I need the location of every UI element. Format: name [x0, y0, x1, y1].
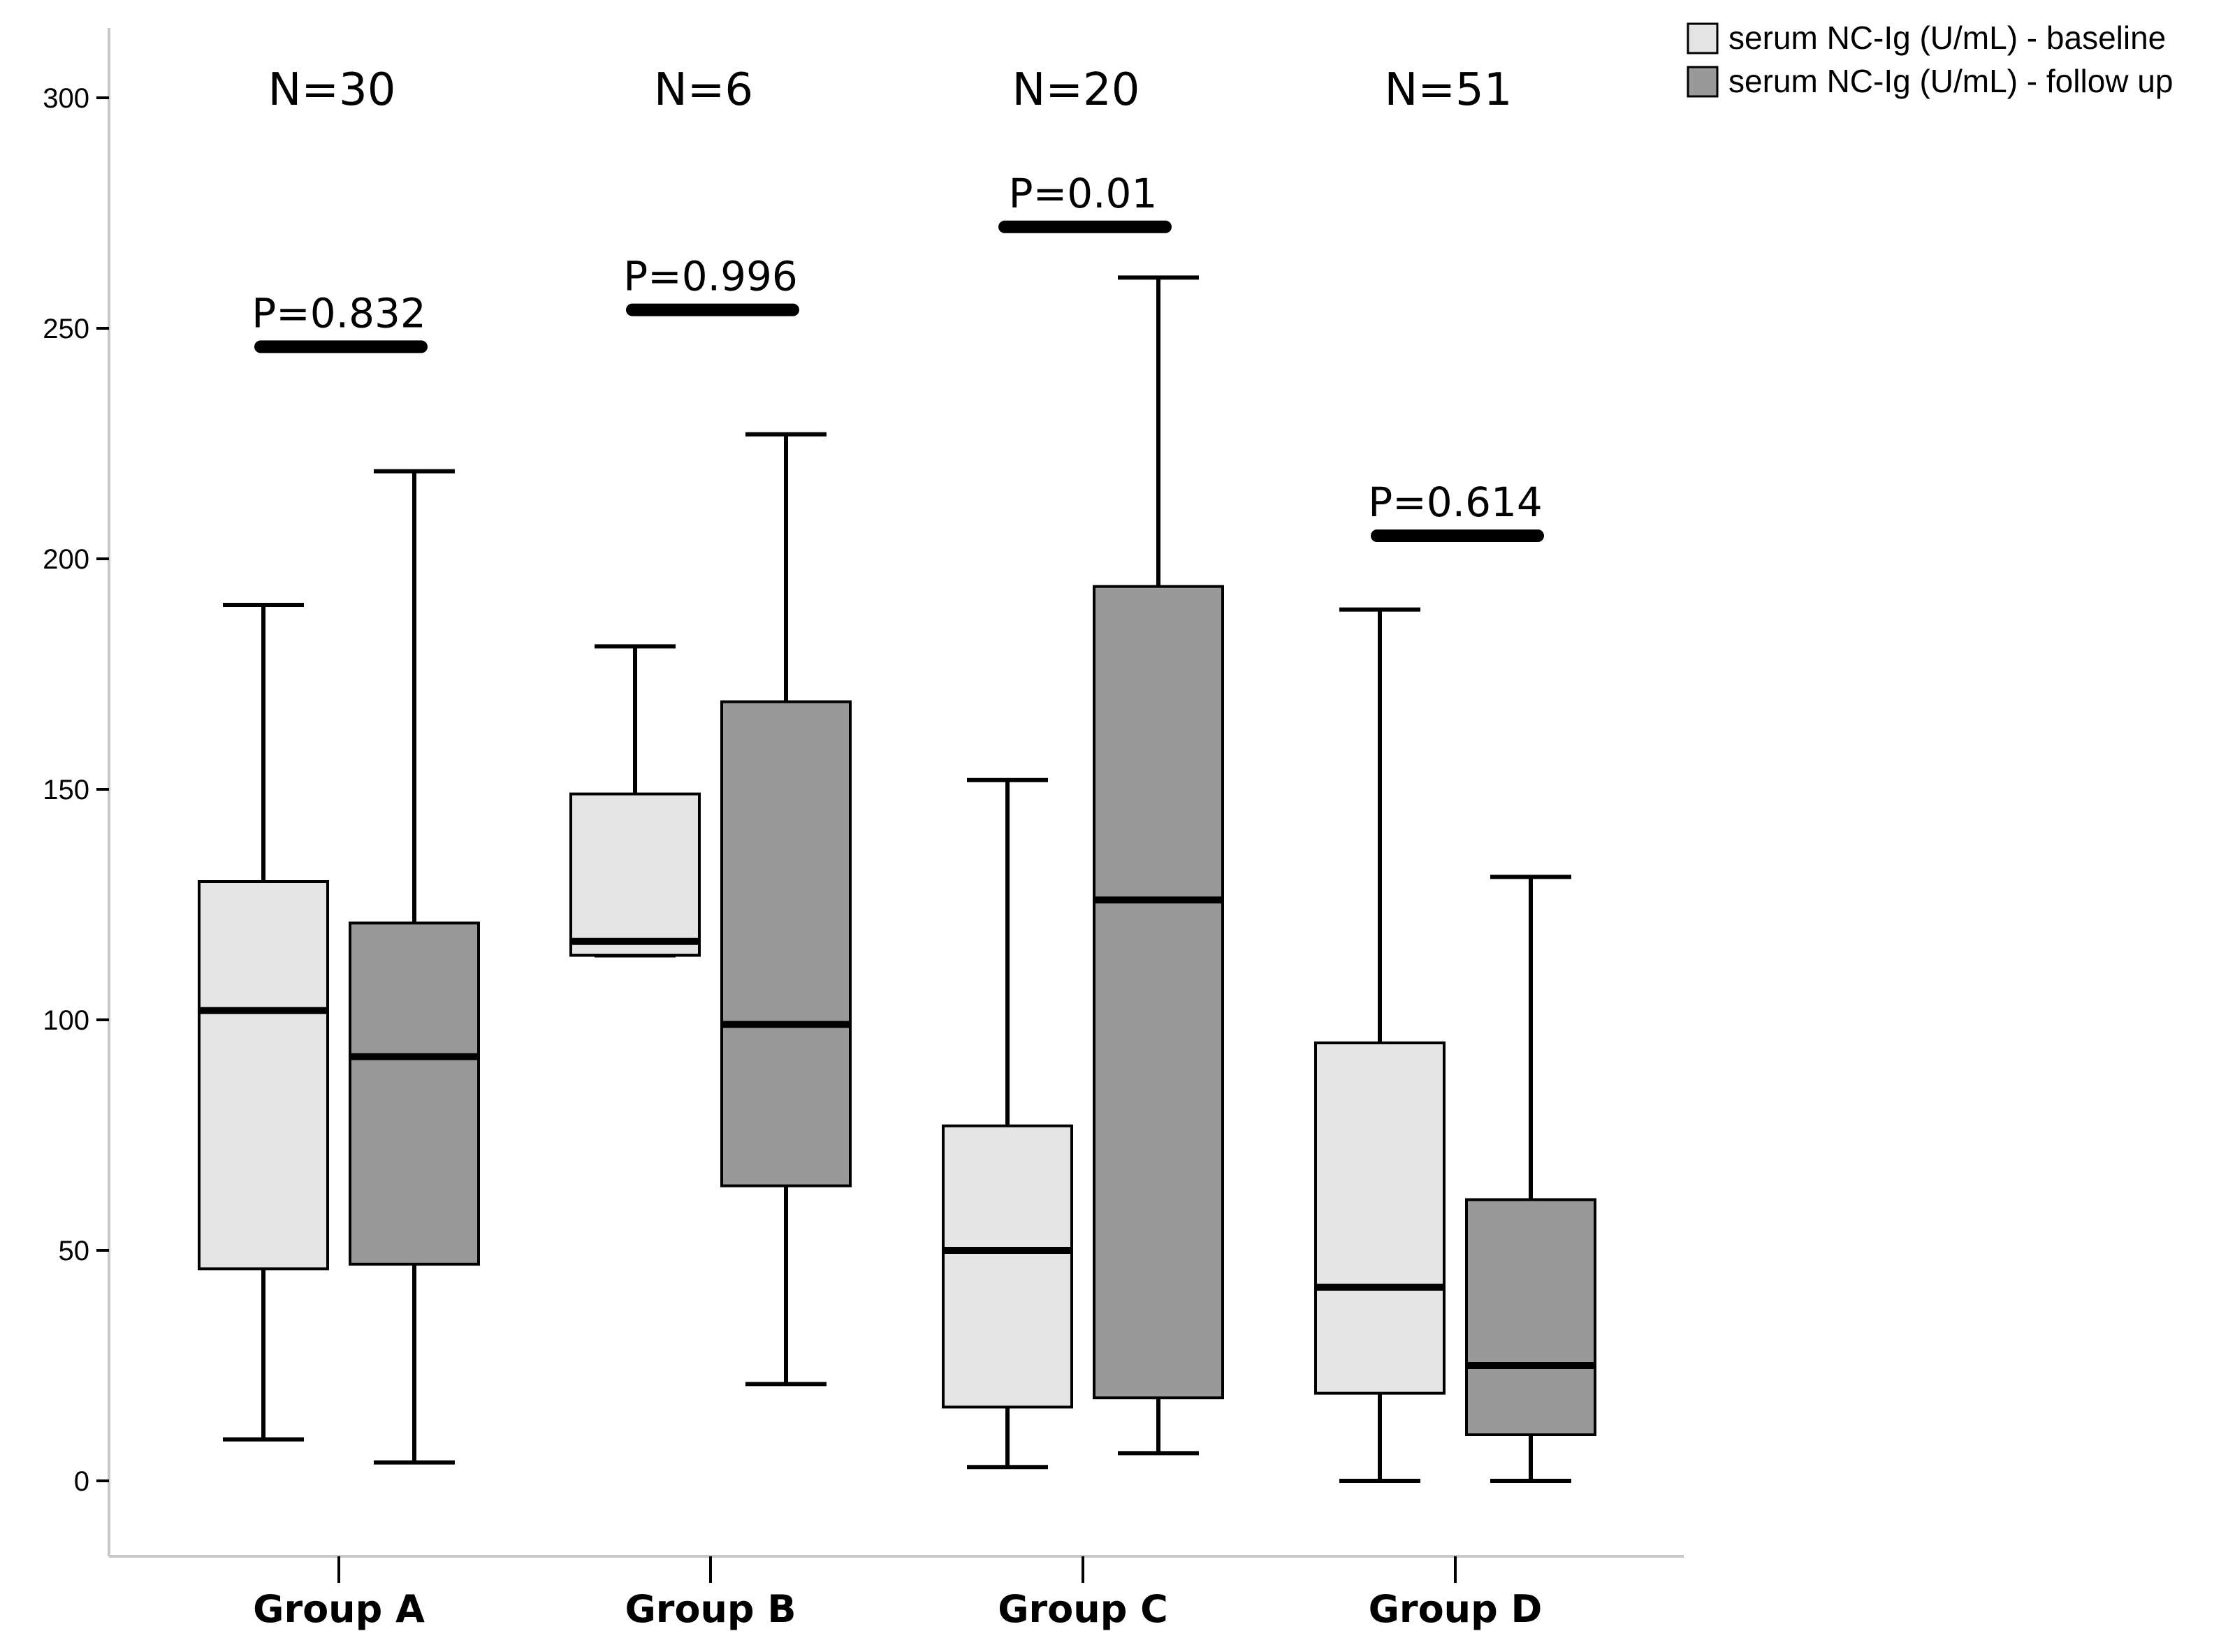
axes: 0 50 100 150 200 250 300 Group A Group B Group C G…	[43, 28, 1684, 1631]
box-followup-3	[1093, 275, 1224, 1456]
n-label-1: N=30	[268, 64, 396, 116]
box-iqr	[720, 700, 852, 1187]
y-tick-label-50: 50	[59, 1236, 90, 1266]
y-tick-label-300: 300	[43, 83, 89, 114]
box-baseline-1	[198, 603, 329, 1442]
box-iqr	[1465, 1198, 1596, 1437]
box-baseline-4	[1314, 607, 1446, 1483]
category-label-2: Group B	[625, 1587, 796, 1631]
box-baseline-2	[569, 644, 701, 958]
boxes	[198, 275, 1596, 1483]
legend: serum NC-Ig (U/mL) - baseline serum NC-Ig…	[1687, 20, 2173, 99]
box-iqr	[349, 921, 480, 1266]
y-tick-label-150: 150	[43, 775, 89, 805]
box-iqr	[198, 880, 329, 1271]
legend-swatch-baseline	[1687, 22, 1719, 54]
box-followup-1	[349, 469, 480, 1465]
legend-label-followup: serum NC-Ig (U/mL) - follow up	[1728, 63, 2173, 99]
box-iqr	[1314, 1041, 1446, 1395]
legend-label-baseline: serum NC-Ig (U/mL) - baseline	[1728, 20, 2166, 56]
p-value-label-3: P=0.01	[1009, 170, 1158, 217]
n-label-3: N=20	[1012, 64, 1140, 116]
box-followup-4	[1465, 875, 1596, 1483]
y-tick-label-0: 0	[74, 1466, 89, 1497]
box-baseline-3	[942, 777, 1073, 1470]
annotations: N=30 N=6 N=20 N=51 P=0.832 P=0.996 P=0.01 P=0.6…	[252, 64, 1544, 542]
category-label-3: Group C	[998, 1587, 1168, 1631]
category-label-4: Group D	[1369, 1587, 1543, 1631]
category-label-1: Group A	[253, 1587, 425, 1631]
legend-swatch-followup	[1687, 66, 1719, 98]
p-value-label-4: P=0.614	[1368, 478, 1543, 526]
p-value-label-1: P=0.832	[252, 289, 426, 337]
y-tick-label-250: 250	[43, 314, 89, 344]
box-iqr	[569, 792, 701, 957]
n-label-2: N=6	[654, 64, 753, 116]
box-followup-2	[720, 432, 852, 1387]
p-value-label-2: P=0.996	[623, 253, 798, 300]
y-tick-label-200: 200	[43, 544, 89, 575]
y-tick-label-100: 100	[43, 1005, 89, 1036]
box-iqr	[1093, 585, 1224, 1400]
box-iqr	[942, 1124, 1073, 1409]
n-label-4: N=51	[1385, 64, 1513, 116]
